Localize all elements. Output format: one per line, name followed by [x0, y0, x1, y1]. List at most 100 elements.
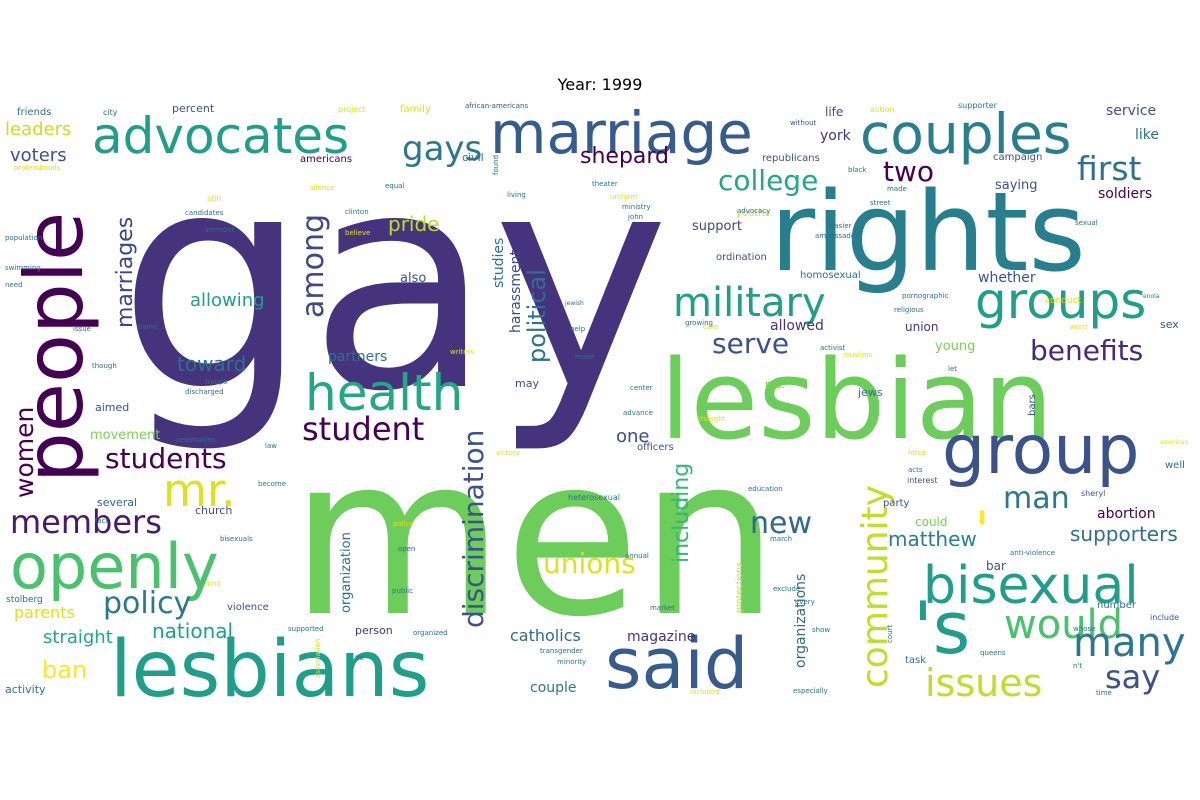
cloud-word: allowed [770, 318, 824, 334]
cloud-word: help [570, 325, 586, 333]
cloud-word: person [355, 624, 393, 637]
cloud-word: political [523, 269, 551, 363]
cloud-word: growing [685, 319, 713, 327]
cloud-word: percent [172, 102, 215, 115]
cloud-word: action [870, 105, 895, 114]
cloud-word: new [750, 506, 812, 541]
cloud-word: ceremonies [175, 436, 216, 444]
cloud-word: abortion [1097, 506, 1156, 522]
cloud-word: police [393, 520, 414, 528]
cloud-word: found [492, 155, 500, 175]
cloud-word: may [515, 377, 539, 390]
cloud-word: ban [42, 656, 87, 684]
cloud-word: victory [496, 449, 520, 457]
cloud-word: marriage [490, 99, 753, 167]
cloud-word: annual [625, 552, 649, 560]
cloud-word: group [942, 411, 1140, 490]
cloud-word: jewish [564, 300, 584, 307]
cloud-word: though [92, 362, 117, 370]
cloud-word: would [1004, 602, 1123, 648]
cloud-word: life [825, 105, 843, 119]
cloud-word: city [103, 108, 118, 117]
cloud-word: lesbians [110, 625, 429, 700]
cloud-word: open [398, 545, 415, 553]
cloud-word: many [1073, 620, 1186, 666]
cloud-word: make [575, 353, 594, 361]
cloud-word: ' [975, 501, 989, 561]
cloud-word: campaign [993, 152, 1042, 163]
cloud-word: swimming [5, 264, 41, 272]
cloud-word: harassment [508, 250, 524, 333]
cloud-word: movement [90, 428, 160, 443]
cloud-word: public [392, 587, 413, 595]
cloud-word: several [97, 496, 137, 509]
cloud-word: acts [908, 466, 923, 474]
cloud-word: unions [543, 547, 636, 580]
cloud-word: violence [227, 602, 269, 613]
cloud-word: shepard [580, 144, 669, 169]
cloud-word: activist [820, 344, 846, 352]
cloud-word: issues [925, 661, 1042, 700]
cloud-word: conduct [1045, 296, 1082, 306]
cloud-word: population [5, 234, 42, 242]
cloud-word: said [605, 623, 748, 700]
cloud-word: candidates [185, 209, 224, 217]
cloud-word: serve [712, 327, 789, 360]
cloud-word: jews [857, 386, 883, 399]
cloud-word: care [703, 323, 718, 331]
cloud-word: uniform [610, 193, 637, 201]
cloud-word: leaders [5, 119, 71, 140]
cloud-word: bisexuals [220, 535, 253, 543]
cloud-word: whose [1073, 625, 1095, 633]
cloud-word: soldiers [1098, 186, 1152, 202]
cloud-word: gays [402, 129, 482, 169]
cloud-word: young [935, 339, 975, 354]
cloud-word: catholics [510, 626, 581, 645]
cloud-word: couples [860, 102, 1071, 166]
cloud-word: sheryl [1081, 489, 1105, 498]
cloud-word: mr. [163, 464, 236, 517]
cloud-word: benefits [1030, 334, 1143, 367]
cloud-word: say [1105, 658, 1160, 696]
cloud-word: court [886, 625, 894, 643]
cloud-word: word [1070, 323, 1087, 331]
cloud-word: made [887, 185, 907, 193]
cloud-word: officers [637, 442, 674, 453]
cloud-word: bar [986, 559, 1006, 573]
cloud-word: youths [736, 208, 770, 219]
cloud-word: man [1003, 481, 1070, 516]
cloud-word: student [302, 410, 424, 448]
cloud-word: studies [491, 238, 507, 288]
chart-title: Year: 1999 [557, 75, 643, 94]
cloud-word: straight [43, 627, 113, 648]
cloud-word: pride [388, 212, 439, 236]
cloud-word: americans [300, 154, 352, 165]
cloud-word: one [616, 426, 650, 447]
cloud-word: magazine [627, 629, 695, 645]
cloud-word: organization [339, 532, 354, 613]
cloud-word: street [870, 199, 891, 207]
cloud-word: advocacy [737, 207, 770, 215]
cloud-word: aimed [95, 401, 129, 414]
cloud-word: couple [530, 680, 577, 696]
cloud-word: theater [592, 180, 618, 188]
cloud-word: come [138, 323, 157, 331]
cloud-word: policy [103, 586, 191, 621]
cloud-word: friends [17, 107, 51, 118]
cloud-word: saying [995, 178, 1038, 193]
cloud-word: every [795, 598, 815, 606]
cloud-word: ministry [622, 203, 651, 211]
cloud-word: association [314, 639, 322, 678]
cloud-word: queens [980, 649, 1006, 657]
cloud-word: advocates [92, 107, 349, 165]
cloud-word: including [669, 463, 694, 563]
cloud-word: whether [978, 270, 1036, 286]
cloud-word: anti-violence [1010, 549, 1055, 557]
cloud-word: still [207, 194, 221, 203]
cloud-word: time [1096, 689, 1112, 697]
cloud-word: rights [770, 168, 1086, 296]
cloud-word: also [400, 271, 426, 286]
cloud-word: york [820, 128, 852, 144]
word-cloud: gay men rights lesbian people lesbians marriag… [0, 98, 1200, 700]
